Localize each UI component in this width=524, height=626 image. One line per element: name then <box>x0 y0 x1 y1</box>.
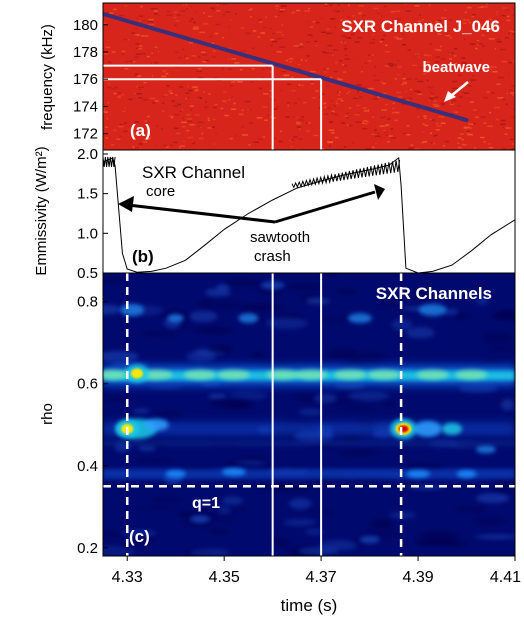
panel-a-title: SXR Channel J_046 <box>341 17 500 36</box>
panel-b-y-ticks: 2.0 1.5 1.0 0.5 <box>77 146 108 282</box>
core-label: core <box>146 183 175 200</box>
y-tick-label: 180 <box>73 17 98 34</box>
sxr-channel-label: SXR Channel <box>142 163 245 182</box>
x-tick-label: 4.41 <box>490 569 521 586</box>
y-tick-label: 0.8 <box>77 294 98 311</box>
beatwave-label: beatwave <box>422 59 490 76</box>
panel-a-label: (a) <box>130 121 151 140</box>
y-tick-label: 1.0 <box>77 225 98 242</box>
sawtooth-label: sawtooth <box>250 229 310 246</box>
x-tick-label: 4.39 <box>402 569 433 586</box>
y-tick-label: 178 <box>73 44 98 61</box>
panel-b-y-axis-label: Emmissivity (W/m²) <box>33 146 50 275</box>
panel-a-y-axis-label: frequency (kHz) <box>39 24 56 130</box>
panel-c-y-ticks: 0.8 0.6 0.4 0.2 <box>77 294 108 557</box>
panel-a-y-ticks: 180 178 176 174 172 <box>73 17 108 143</box>
panel-c-x-axis-label: time (s) <box>281 596 338 615</box>
crash-arrow-right <box>274 184 385 224</box>
panel-b-label: (b) <box>132 247 154 266</box>
panel-c-y-axis-label: rho <box>39 403 56 425</box>
q1-label: q=1 <box>192 495 220 512</box>
panel-a: 180 178 176 174 172 SXR Channel J_046 beatwa… <box>39 2 516 151</box>
x-tick-label: 4.33 <box>112 569 143 586</box>
crash-arrow-left <box>118 196 276 224</box>
y-tick-label: 1.5 <box>77 186 98 203</box>
y-tick-label: 174 <box>73 98 98 115</box>
y-tick-label: 2.0 <box>77 146 98 163</box>
y-tick-label: 176 <box>73 71 98 88</box>
beatwave-arrow <box>444 81 469 102</box>
y-tick-label: 0.2 <box>77 540 98 557</box>
panel-a-noise <box>103 3 515 150</box>
x-tick-label: 4.37 <box>306 569 337 586</box>
y-tick-label: 0.6 <box>77 376 98 393</box>
emissivity-oscillation-2 <box>291 159 401 189</box>
y-tick-label: 172 <box>73 126 98 143</box>
beatwave-trace <box>103 11 469 123</box>
panel-c-label: (c) <box>129 527 150 546</box>
y-tick-label: 0.4 <box>77 458 98 475</box>
panel-c: 0.8 0.6 0.4 0.2 4.33 4.35 4.37 4.39 4.41 SXR Ch… <box>39 272 521 615</box>
panel-c-x-ticks: 4.33 4.35 4.37 4.39 4.41 <box>112 556 521 586</box>
y-tick-label: 0.5 <box>77 265 98 282</box>
panel-b: 2.0 1.5 1.0 0.5 SXR Channel core sawtooth c… <box>33 146 516 282</box>
panel-c-heatmap <box>103 273 515 556</box>
emissivity-line <box>103 156 515 273</box>
panel-c-title: SXR Channels <box>376 284 492 303</box>
crash-label: crash <box>254 248 291 265</box>
x-tick-label: 4.35 <box>209 569 240 586</box>
emissivity-oscillation-1 <box>103 156 116 167</box>
